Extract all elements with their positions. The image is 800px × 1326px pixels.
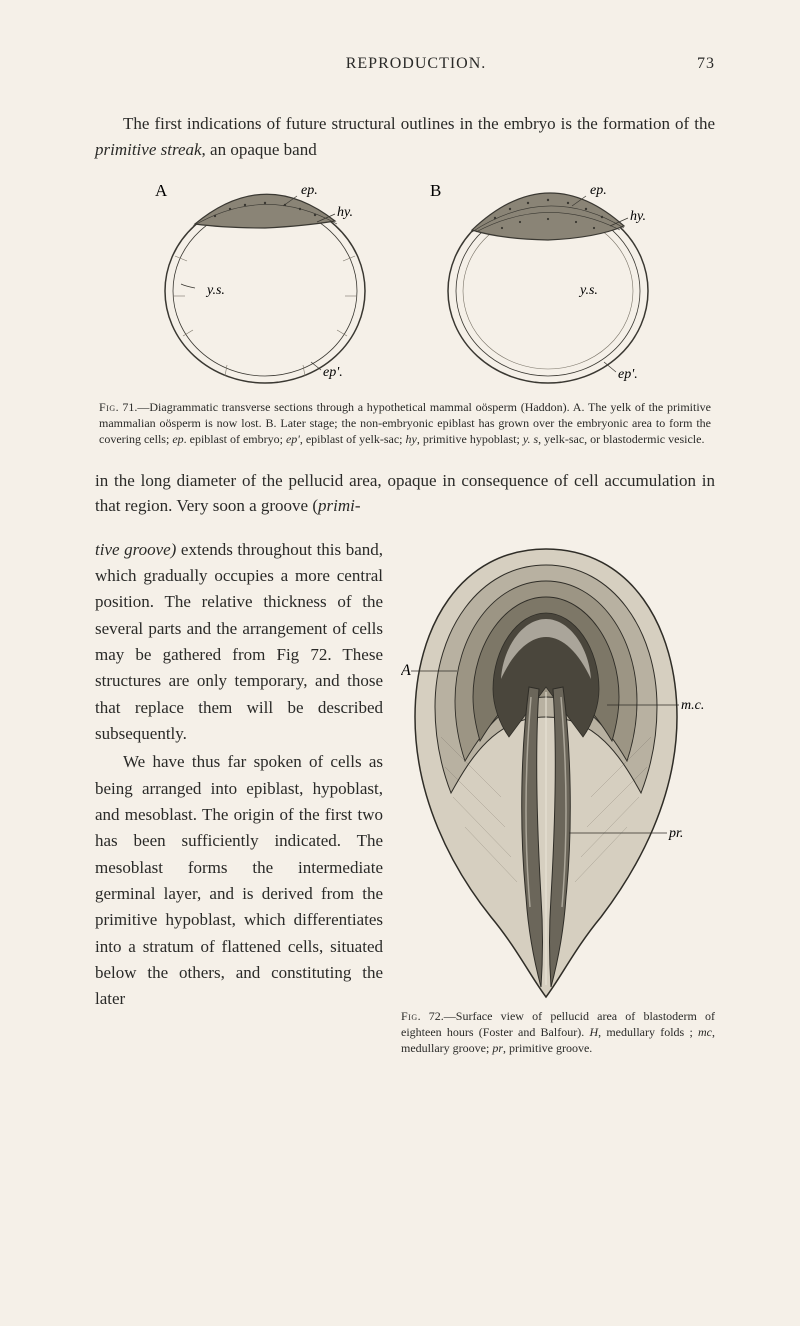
para2-italic: primi- (318, 496, 361, 515)
page-header: REPRODUCTION. 73 (95, 55, 715, 73)
page-number: 73 (697, 55, 715, 73)
svg-text:m.c.: m.c. (681, 698, 704, 713)
svg-text:ep.: ep. (301, 183, 318, 198)
svg-text:y.s.: y.s. (578, 283, 598, 298)
svg-text:B: B (430, 181, 441, 200)
header-title: REPRODUCTION. (135, 55, 697, 73)
para1-prefix: The first indications of future structur… (123, 114, 715, 133)
fig72-svg: A m.c. pr. (401, 537, 711, 1002)
fig71-section-a: A (135, 176, 390, 391)
svg-text:A: A (401, 662, 411, 679)
svg-text:hy.: hy. (630, 209, 646, 224)
left-text-column: tive groove) extends throughout this ban… (95, 537, 383, 1057)
svg-text:A: A (155, 181, 168, 200)
fig71-caption-lead: Fig (99, 400, 116, 414)
svg-text:hy.: hy. (337, 205, 353, 220)
leftcol-p1: extends throughout this band, which grad… (95, 540, 383, 743)
para1-italic: primitive streak (95, 140, 202, 159)
svg-text:ep.: ep. (590, 183, 607, 198)
paragraph-2: in the long diameter of the pellucid are… (95, 468, 715, 519)
svg-text:ep'.: ep'. (323, 365, 343, 380)
fig72-caption-lead: Fig (401, 1009, 418, 1023)
fig71-section-b: B ep. hy. y.s (420, 176, 675, 391)
leftcol-p1-italic: tive groove) (95, 540, 176, 559)
figure-71: A (95, 176, 715, 448)
svg-text:pr.: pr. (668, 826, 683, 841)
figure-72-caption: Fig. 72.—Surface view of pellucid area o… (401, 1008, 715, 1057)
para1-suffix: , an opaque band (202, 140, 317, 159)
figure-72: A m.c. pr. Fig. 72.—Surface view of pell… (401, 537, 715, 1057)
figure-71-caption: Fig. 71.—Diagrammatic transverse section… (95, 399, 715, 448)
para2-prefix: in the long diameter of the pellucid are… (95, 471, 715, 516)
svg-text:y.s.: y.s. (205, 283, 225, 298)
svg-text:ep'.: ep'. (618, 367, 638, 382)
leftcol-p2: We have thus far spoken of cells as bein… (95, 749, 383, 1012)
paragraph-1: The first indications of future structur… (95, 111, 715, 162)
